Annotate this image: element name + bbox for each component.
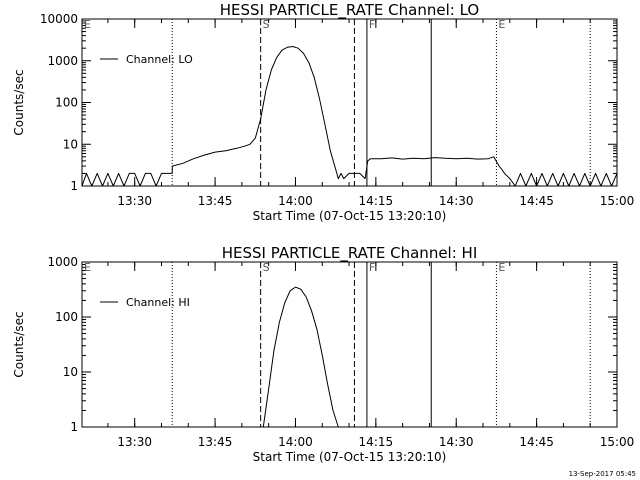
x-tick-label: 13:30 — [117, 194, 152, 208]
y-tick-label: 100 — [55, 96, 78, 110]
x-tick-label: 15:00 — [600, 194, 635, 208]
x-tick-label: 13:45 — [198, 435, 233, 449]
y-tick-label: 1000 — [47, 255, 78, 269]
event-marker-label: F — [369, 18, 375, 31]
x-tick-label: 14:45 — [519, 194, 554, 208]
plot-frame — [81, 261, 618, 428]
x-tick-label: 13:30 — [117, 435, 152, 449]
event-marker-label: S — [263, 261, 270, 274]
y-tick-label: 10 — [63, 137, 78, 151]
y-tick-label: 1 — [70, 179, 78, 193]
x-tick-label: 14:45 — [519, 435, 554, 449]
series-line — [81, 46, 618, 187]
chart-title: HESSI PARTICLE_RATE Channel: LO — [220, 1, 479, 20]
chart-title: HESSI PARTICLE_RATE Channel: HI — [222, 244, 478, 263]
y-tick-label: 10000 — [40, 12, 78, 26]
x-tick-label: 13:45 — [198, 194, 233, 208]
x-tick-label: 15:00 — [600, 435, 635, 449]
y-tick-label: 10 — [63, 365, 78, 379]
legend-label: Channel: LO — [126, 53, 193, 66]
x-tick-label: 14:30 — [439, 435, 474, 449]
plot-frame — [81, 18, 618, 187]
event-marker-label: F — [369, 261, 375, 274]
y-tick-label: 100 — [55, 310, 78, 324]
event-marker-label: E — [84, 18, 91, 31]
y-axis-label: Counts/sec — [12, 311, 26, 377]
x-axis-label: Start Time (07-Oct-15 13:20:10) — [253, 450, 447, 464]
event-marker-label: E — [498, 18, 505, 31]
event-marker-label: E — [84, 261, 91, 274]
legend-label: Channel: HI — [126, 296, 190, 309]
series-line — [262, 286, 339, 428]
event-marker-label: E — [498, 261, 505, 274]
y-tick-label: 1 — [70, 420, 78, 434]
x-tick-label: 14:00 — [278, 194, 313, 208]
x-tick-label: 14:00 — [278, 435, 313, 449]
event-marker-label: S — [263, 18, 270, 31]
x-axis-label: Start Time (07-Oct-15 13:20:10) — [253, 209, 447, 223]
generation-timestamp: 13-Sep-2017 05:45 — [568, 470, 636, 478]
x-tick-label: 14:15 — [359, 435, 394, 449]
y-axis-label: Counts/sec — [12, 69, 26, 135]
x-tick-label: 14:30 — [439, 194, 474, 208]
x-tick-label: 14:15 — [359, 194, 394, 208]
y-tick-label: 1000 — [47, 54, 78, 68]
